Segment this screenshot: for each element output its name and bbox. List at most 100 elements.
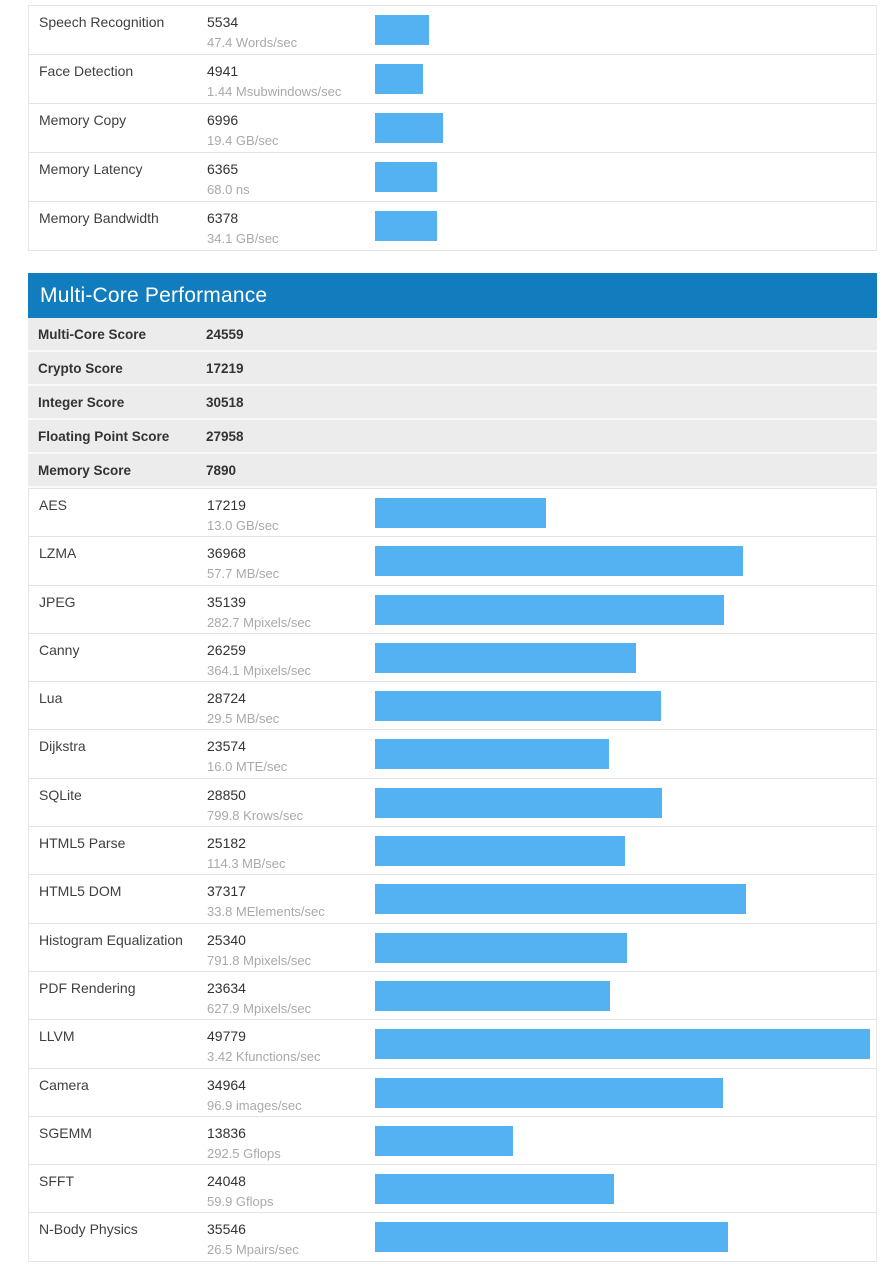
workload-name: JPEG	[39, 593, 76, 610]
benchmark-row: Speech Recognition 5534 47.4 Words/sec	[29, 5, 876, 54]
workload-rate: 19.4 GB/sec	[207, 133, 279, 148]
score-bar-track	[375, 202, 876, 250]
workload-name: HTML5 DOM	[39, 883, 122, 900]
workload-score-cell: 35546 26.5 Mpairs/sec	[207, 1213, 375, 1260]
workload-score: 17219	[207, 497, 246, 513]
workload-name: Camera	[39, 1076, 89, 1093]
workload-score: 6996	[207, 112, 239, 128]
summary-score-value: 7890	[206, 462, 237, 478]
workload-rate: 59.9 Gflops	[207, 1194, 274, 1210]
score-bar	[375, 546, 743, 577]
benchmark-row: SFFT 24048 59.9 Gflops	[29, 1164, 876, 1212]
score-bar	[375, 1222, 729, 1253]
score-bar	[375, 498, 547, 528]
summary-score-value: 27958	[206, 428, 244, 444]
workload-score: 23634	[207, 979, 246, 996]
score-bar	[375, 1029, 870, 1060]
workload-rate: 68.0 ns	[207, 182, 250, 197]
score-bar-track	[375, 1117, 876, 1164]
workload-score-cell: 6378 34.1 GB/sec	[207, 202, 375, 250]
workload-score: 35139	[207, 593, 246, 610]
score-bar	[375, 162, 437, 192]
score-bar	[375, 594, 725, 625]
workload-name: Histogram Equalization	[39, 931, 183, 948]
score-bar-track	[375, 972, 876, 1019]
summary-score-label: Memory Score	[38, 462, 132, 478]
benchmark-row: HTML5 DOM 37317 33.8 MElements/sec	[29, 874, 876, 922]
workload-rate: 364.1 Mpixels/sec	[207, 662, 312, 678]
workload-name: Dijkstra	[39, 738, 86, 755]
benchmark-row: SGEMM 13836 292.5 Gflops	[29, 1115, 876, 1164]
workload-score: 49779	[207, 1028, 246, 1045]
score-bar	[375, 1125, 513, 1156]
workload-name: LLVM	[39, 1028, 75, 1045]
score-bar-track	[375, 875, 876, 922]
workload-name: Canny	[39, 641, 80, 658]
workload-score: 26259	[207, 641, 246, 658]
benchmark-row: HTML5 Parse 25182 114.3 MB/sec	[29, 826, 876, 874]
score-bar	[375, 884, 747, 915]
workload-score: 4941	[207, 63, 239, 79]
summary-score-value: 30518	[206, 394, 244, 410]
workload-score-cell: 6365 68.0 ns	[207, 153, 375, 201]
workload-rate: 1.44 Msubwindows/sec	[207, 84, 342, 99]
benchmark-row: JPEG 35139 282.7 Mpixels/sec	[29, 584, 876, 633]
score-bar-track	[375, 1020, 876, 1067]
benchmark-row: Histogram Equalization 25340 791.8 Mpixe…	[29, 922, 876, 971]
workload-rate: 627.9 Mpixels/sec	[207, 1000, 312, 1016]
score-bar-track	[375, 1069, 876, 1116]
workload-name: PDF Rendering	[39, 979, 136, 996]
workload-name: Memory Copy	[39, 112, 127, 128]
workload-score-cell: 25182 114.3 MB/sec	[207, 827, 375, 874]
score-bar-track	[375, 6, 876, 54]
benchmark-row: PDF Rendering 23634 627.9 Mpixels/sec	[29, 970, 876, 1019]
single-core-workload-table: Speech Recognition 5534 47.4 Words/sec F…	[28, 5, 877, 251]
summary-score-value: 17219	[206, 360, 244, 376]
workload-score: 5534	[207, 14, 239, 30]
workload-name: SGEMM	[39, 1124, 92, 1141]
workload-score-cell: 25340 791.8 Mpixels/sec	[207, 924, 375, 971]
summary-score-row: Multi-Core Score 24559	[28, 318, 877, 352]
workload-score: 23574	[207, 738, 246, 755]
score-bar-track	[375, 537, 876, 584]
score-bar	[375, 787, 662, 818]
workload-rate: 114.3 MB/sec	[207, 856, 286, 872]
score-bar-track	[375, 682, 876, 729]
benchmark-row: Memory Latency 6365 68.0 ns	[29, 152, 876, 201]
workload-rate: 34.1 GB/sec	[207, 231, 279, 246]
workload-rate: 791.8 Mpixels/sec	[207, 952, 312, 968]
workload-rate: 3.42 Kfunctions/sec	[207, 1049, 321, 1065]
summary-score-row: Crypto Score 17219	[28, 352, 877, 386]
score-bar	[375, 15, 429, 45]
workload-name: Memory Bandwidth	[39, 210, 159, 226]
workload-name: SFFT	[39, 1173, 74, 1190]
workload-score-cell: 6996 19.4 GB/sec	[207, 104, 375, 152]
score-bar-track	[375, 55, 876, 103]
workload-name: LZMA	[39, 545, 77, 562]
workload-score-cell: 24048 59.9 Gflops	[207, 1165, 375, 1212]
score-bar-track	[375, 104, 876, 152]
benchmark-row: Face Detection 4941 1.44 Msubwindows/sec	[29, 54, 876, 103]
score-bar-track	[375, 827, 876, 874]
benchmark-row: N-Body Physics 35546 26.5 Mpairs/sec	[29, 1212, 876, 1260]
score-bar-track	[375, 489, 876, 536]
workload-score-cell: 28724 29.5 MB/sec	[207, 682, 375, 729]
summary-score-value: 24559	[206, 326, 244, 342]
workload-rate: 29.5 MB/sec	[207, 711, 280, 727]
score-bar-track	[375, 1213, 876, 1260]
workload-score-cell: 49779 3.42 Kfunctions/sec	[207, 1020, 375, 1067]
workload-name: AES	[39, 497, 68, 513]
workload-rate: 96.9 images/sec	[207, 1097, 302, 1113]
score-bar	[375, 1077, 723, 1108]
workload-score: 37317	[207, 883, 246, 900]
workload-name: Lua	[39, 690, 63, 707]
benchmark-row: Memory Copy 6996 19.4 GB/sec	[29, 103, 876, 152]
workload-rate: 282.7 Mpixels/sec	[207, 614, 312, 630]
multi-core-workload-table: AES 17219 13.0 GB/sec LZMA 36968 57.7 MB…	[28, 488, 877, 1262]
workload-score-cell: 13836 292.5 Gflops	[207, 1117, 375, 1164]
benchmark-row: Dijkstra 23574 16.0 MTE/sec	[29, 729, 876, 777]
workload-score: 28724	[207, 690, 246, 707]
summary-score-label: Floating Point Score	[38, 428, 170, 444]
workload-name: N-Body Physics	[39, 1221, 138, 1238]
workload-score-cell: 36968 57.7 MB/sec	[207, 537, 375, 584]
